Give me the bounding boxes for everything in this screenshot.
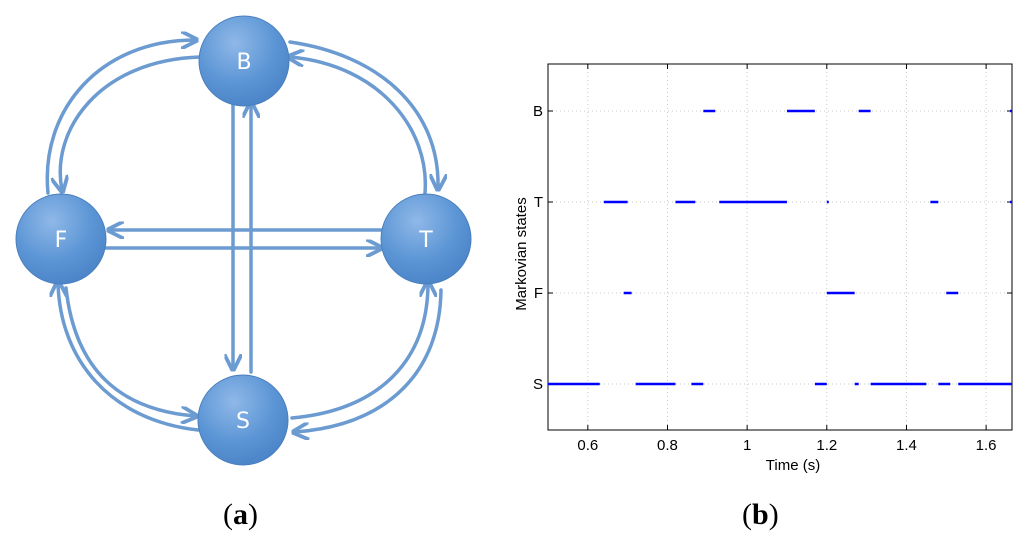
plot-area: 0.6 0.8 1 1.2 1.4 1.6 B T F S [533,63,1013,454]
node-f: F [15,193,107,285]
caption-b-letter: b [752,498,769,531]
plot-frame [547,63,1013,431]
node-t: T [380,193,472,285]
x-tick-label: 0.6 [577,437,598,454]
y-tick-label: B [533,103,543,120]
transition-arrows [45,40,443,432]
arrow-s-to-t [290,283,428,420]
y-tick-label: T [534,194,543,211]
x-axis-label: Time (s) [766,457,820,474]
arrow-b-to-t [288,40,438,188]
arrow-b-to-f [60,55,202,190]
markov-state-chart: 0.6 0.8 1 1.2 1.4 1.6 B T F S Time (s) Markovian … [513,63,1013,474]
node-b-label: B [236,50,251,75]
caption-b-close: ) [768,498,779,531]
caption-b: (b) [742,498,779,532]
x-tick-label: 0.8 [657,437,678,454]
y-tick-label: F [534,285,543,302]
caption-a: (a) [223,498,258,532]
caption-b-open: ( [742,498,752,531]
node-t-label: T [418,228,433,253]
arrow-s-to-f [58,283,200,432]
node-s-label: S [236,409,250,434]
y-tick-label: S [533,376,543,393]
state-diagram: B F T S [15,15,472,466]
y-axis-label: Markovian states [513,197,530,310]
x-tick-label: 1.2 [816,437,837,454]
node-s: S [197,374,289,466]
caption-a-letter: a [233,498,248,531]
caption-a-close: ) [248,498,258,531]
arrow-t-to-b [290,57,428,195]
arrow-t-to-s [295,288,443,432]
x-tick-label: 1.6 [976,437,997,454]
node-b: B [198,15,290,107]
arrow-f-to-b [45,40,195,195]
x-tick-label: 1.4 [896,437,917,454]
caption-a-open: ( [223,498,233,531]
x-tick-label: 1 [743,437,751,454]
node-f-label: F [55,228,68,253]
arrow-f-to-s [64,286,195,416]
